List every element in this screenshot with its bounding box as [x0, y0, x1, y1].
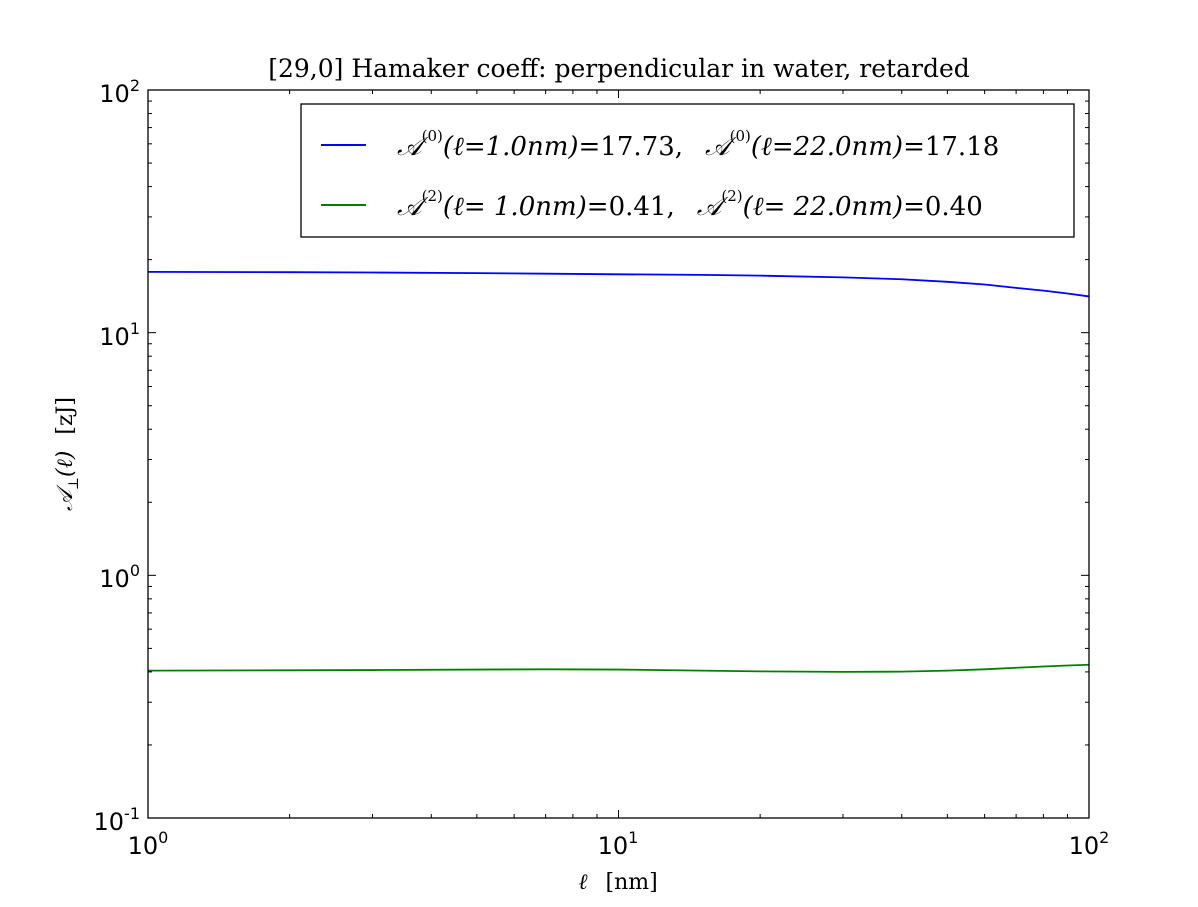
y-tick-label-0: 10-1 — [94, 804, 141, 836]
chart-title: [29,0] Hamaker coeff: perpendicular in w… — [268, 54, 970, 83]
x-tick-label-0: 100 — [128, 828, 169, 860]
series-line-0 — [148, 271, 1089, 298]
x-tick-label-2: 102 — [1069, 828, 1110, 860]
y-axis-label: 𝒜⊥(ℓ)[zJ] — [53, 397, 82, 511]
legend-label-1: 𝒜(2)(ℓ= 1.0nm)=0.41, 𝒜(2)(ℓ= 22.0nm)=0.40 — [397, 187, 983, 222]
y-tick-label-2: 101 — [99, 319, 140, 351]
y-tick-label-3: 102 — [99, 76, 140, 108]
tick-layer — [147, 89, 1090, 819]
series-line-1 — [148, 663, 1089, 673]
y-tick-label-1: 100 — [99, 561, 140, 593]
legend: 𝒜(0)(ℓ=1.0nm)=17.73, 𝒜(0)(ℓ=22.0nm)=17.18… — [300, 103, 1075, 238]
x-tick-label-1: 101 — [598, 828, 639, 860]
series-layer — [148, 271, 1089, 673]
legend-box — [300, 103, 1075, 238]
x-axis-label: ℓ [nm] — [578, 870, 657, 895]
